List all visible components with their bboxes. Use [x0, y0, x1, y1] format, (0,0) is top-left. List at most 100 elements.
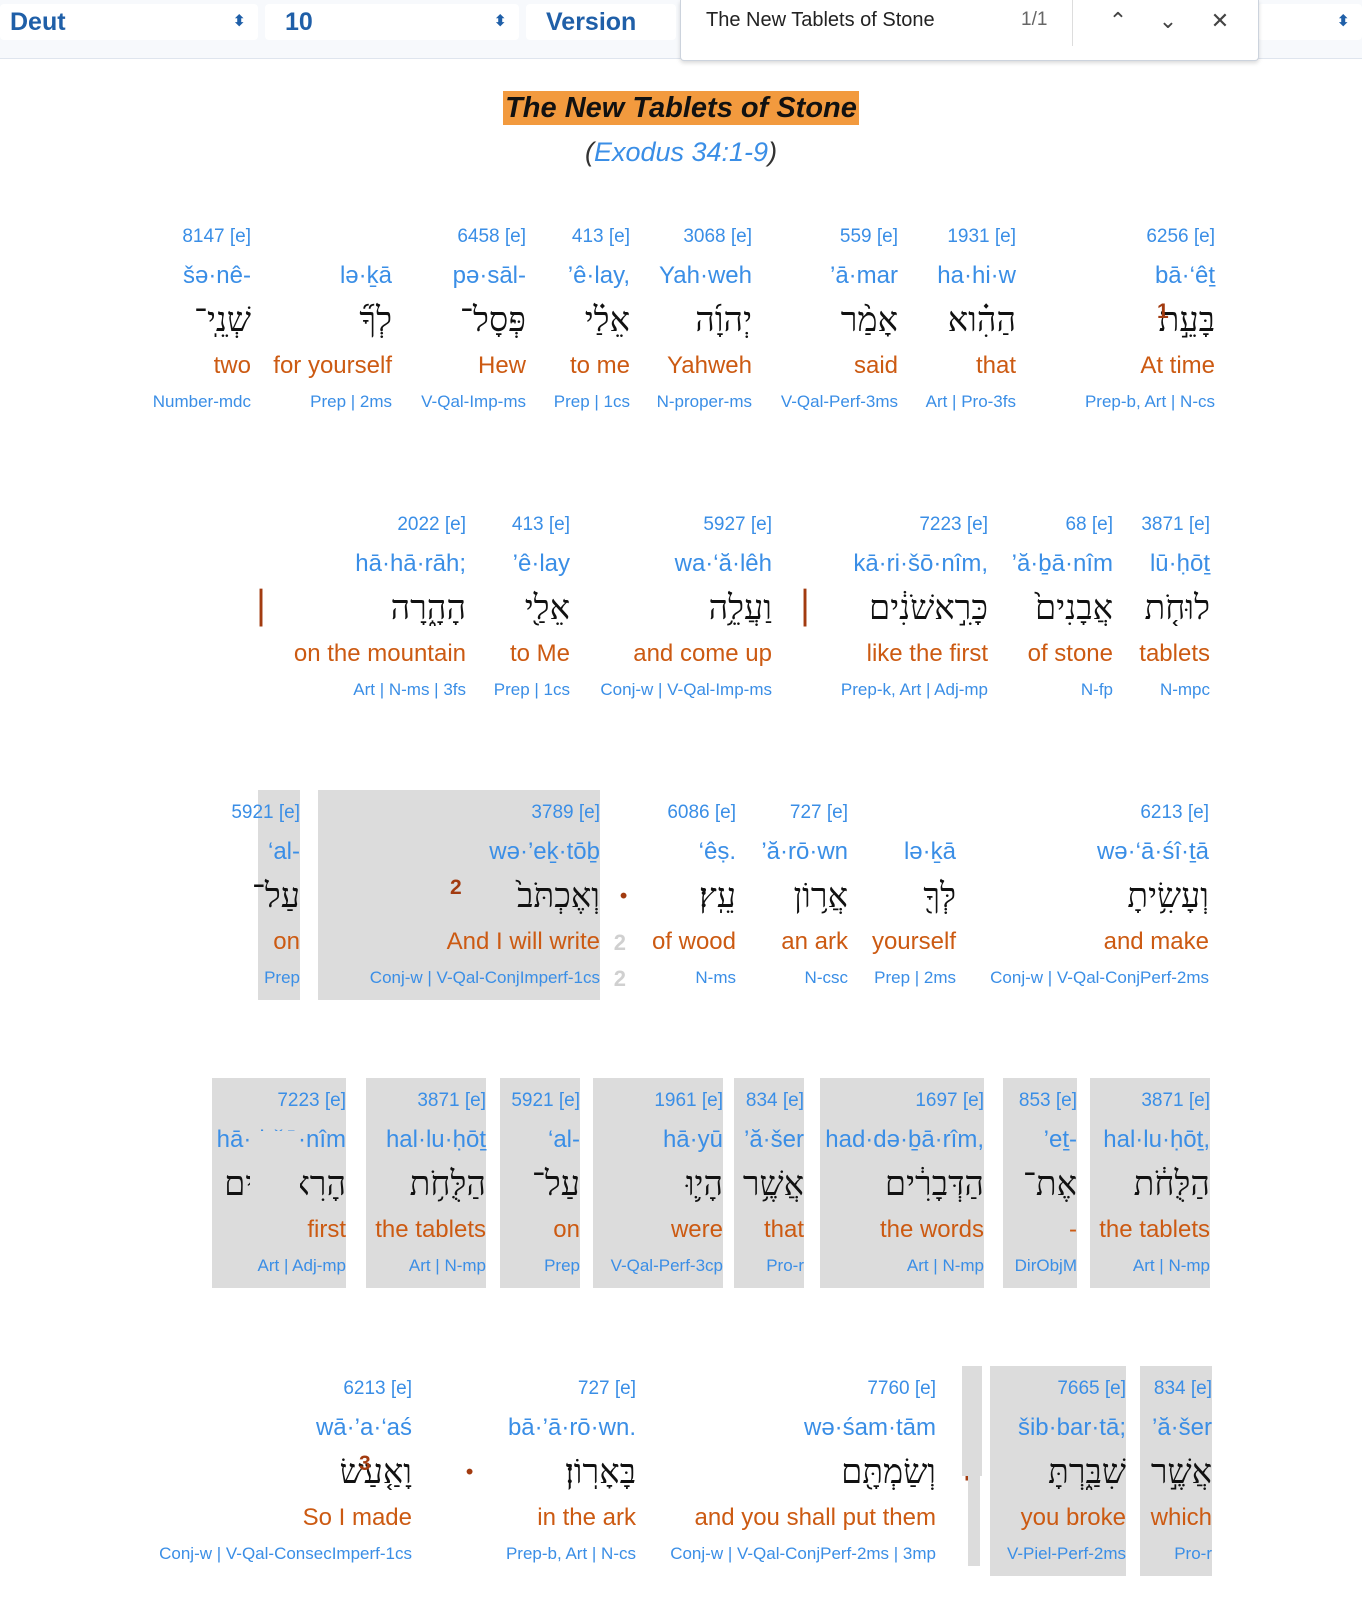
- strongs-number-link[interactable]: 853 [e]: [1018, 1090, 1077, 1111]
- parsing-link[interactable]: Conj-w | V-Qal-Imp-ms: [600, 680, 772, 699]
- transliteration[interactable]: ’ā·mar: [829, 262, 898, 289]
- parsing-link[interactable]: Prep-k, Art | Adj-mp: [840, 680, 988, 699]
- parsing-link[interactable]: Art | N-mp: [906, 1256, 984, 1275]
- strongs-number-link[interactable]: 2022 [e]: [397, 514, 466, 535]
- parsing-link[interactable]: V-Qal-Imp-ms: [421, 392, 526, 411]
- strongs-number-link[interactable]: 7760 [e]: [867, 1378, 936, 1399]
- strongs-number-link[interactable]: 6213 [e]: [343, 1378, 412, 1399]
- parsing-link[interactable]: Prep | 1cs: [493, 680, 570, 699]
- transliteration[interactable]: lə·ḵā: [339, 262, 392, 289]
- cross-reference-link[interactable]: Exodus 34:1-9: [593, 137, 769, 167]
- strongs-number-link[interactable]: 68 [e]: [1065, 514, 1113, 535]
- transliteration[interactable]: bā·’ā·rō·wn.: [507, 1414, 636, 1441]
- strongs-number-link[interactable]: 3789 [e]: [531, 802, 600, 823]
- transliteration[interactable]: wə·śam·tām: [803, 1414, 936, 1441]
- parsing-link[interactable]: Prep-b, Art | N-cs: [1084, 392, 1215, 411]
- parsing-link[interactable]: Conj-w | V-Qal-ConjImperf-1cs: [369, 968, 600, 987]
- parsing-link[interactable]: Conj-w | V-Qal-ConjPerf-2ms | 3mp: [670, 1544, 936, 1563]
- strongs-number-link[interactable]: 3068 [e]: [683, 226, 752, 247]
- parsing-link[interactable]: Art | Adj-mp: [257, 1256, 347, 1275]
- strongs-number-link[interactable]: 3871 [e]: [1141, 1090, 1210, 1111]
- strongs-number-link[interactable]: 1931 [e]: [947, 226, 1016, 247]
- transliteration[interactable]: ’ă·šer: [1151, 1414, 1212, 1441]
- strongs-number-link[interactable]: 7665 [e]: [1057, 1378, 1126, 1399]
- transliteration[interactable]: Yah·weh: [659, 262, 752, 289]
- transliteration[interactable]: kā·ri·šō·nîm,: [853, 550, 988, 577]
- transliteration[interactable]: had·də·ḇā·rîm,: [825, 1126, 984, 1153]
- close-icon[interactable]: ✕: [1210, 8, 1230, 33]
- strongs-number-link[interactable]: 3871 [e]: [417, 1090, 486, 1111]
- parsing-link[interactable]: Art | N-ms | 3fs: [353, 680, 466, 699]
- parsing-link[interactable]: N-mpc: [1159, 680, 1210, 699]
- strongs-number-link[interactable]: 559 [e]: [839, 226, 898, 247]
- strongs-number-link[interactable]: 5927 [e]: [703, 514, 772, 535]
- strongs-number-link[interactable]: 1697 [e]: [915, 1090, 984, 1111]
- transliteration[interactable]: ‘al-: [267, 838, 300, 865]
- transliteration[interactable]: hal·lu·ḥōṯ: [385, 1126, 486, 1153]
- parsing-link[interactable]: DirObjM: [1014, 1256, 1077, 1275]
- transliteration[interactable]: hā·hā·rāh;: [355, 550, 466, 577]
- parsing-link[interactable]: Prep | 1cs: [553, 392, 630, 411]
- parsing-link[interactable]: Art | Pro-3fs: [925, 392, 1016, 411]
- transliteration[interactable]: šə·nê-: [182, 262, 251, 289]
- parsing-link[interactable]: Prep-b, Art | N-cs: [505, 1544, 636, 1563]
- strongs-number-link[interactable]: 7223 [e]: [277, 1090, 346, 1111]
- strongs-number-link[interactable]: 6256 [e]: [1146, 226, 1215, 247]
- transliteration[interactable]: ‘êṣ.: [698, 838, 736, 865]
- parsing-link[interactable]: N-ms: [695, 968, 736, 987]
- transliteration[interactable]: ’ê·lay: [512, 550, 570, 577]
- strongs-number-link[interactable]: 413 [e]: [571, 226, 630, 247]
- parsing-link[interactable]: V-Piel-Perf-2ms: [1006, 1544, 1126, 1563]
- parsing-link[interactable]: Prep: [264, 968, 300, 987]
- strongs-number-link[interactable]: 7223 [e]: [919, 514, 988, 535]
- strongs-number-link[interactable]: 8147 [e]: [182, 226, 251, 247]
- parsing-link[interactable]: Art | N-mp: [408, 1256, 486, 1275]
- transliteration[interactable]: hal·lu·ḥōṯ,: [1103, 1126, 1210, 1153]
- transliteration[interactable]: ha·hi·w: [937, 262, 1016, 289]
- transliteration[interactable]: wa·‘ă·lêh: [674, 550, 772, 577]
- book-select[interactable]: Deut ⬍: [0, 4, 258, 40]
- transliteration[interactable]: pə·sāl-: [452, 262, 526, 289]
- parsing-link[interactable]: N-csc: [804, 968, 848, 987]
- transliteration[interactable]: lə·ḵā: [903, 838, 956, 865]
- parsing-link[interactable]: V-Qal-Perf-3cp: [610, 1256, 723, 1275]
- strongs-number-link[interactable]: 6086 [e]: [667, 802, 736, 823]
- transliteration[interactable]: lū·ḥōṯ: [1149, 550, 1210, 577]
- parsing-link[interactable]: N-fp: [1080, 680, 1113, 699]
- parsing-link[interactable]: N-proper-ms: [656, 392, 752, 411]
- transliteration[interactable]: hā·yū: [662, 1126, 723, 1153]
- parsing-link[interactable]: Conj-w | V-Qal-ConjPerf-2ms: [990, 968, 1209, 987]
- parsing-link[interactable]: Pro-r: [766, 1256, 804, 1275]
- transliteration[interactable]: ’eṯ-: [1043, 1126, 1077, 1153]
- parsing-link[interactable]: Prep | 2ms: [310, 392, 392, 411]
- strongs-number-link[interactable]: 834 [e]: [1153, 1378, 1212, 1399]
- strongs-number-link[interactable]: 727 [e]: [577, 1378, 636, 1399]
- parsing-link[interactable]: Conj-w | V-Qal-ConsecImperf-1cs: [159, 1544, 412, 1563]
- strongs-number-link[interactable]: 5921 [e]: [511, 1090, 580, 1111]
- chapter-select[interactable]: 10 ⬍: [265, 4, 519, 40]
- transliteration[interactable]: wə·’eḵ·tōḇ: [489, 838, 600, 865]
- strongs-number-link[interactable]: 727 [e]: [789, 802, 848, 823]
- strongs-number-link[interactable]: 1961 [e]: [654, 1090, 723, 1111]
- transliteration[interactable]: wə·‘ā·śî·ṯā: [1096, 838, 1209, 865]
- find-query[interactable]: The New Tablets of Stone: [706, 9, 935, 31]
- transliteration[interactable]: bā·‘êṯ: [1154, 262, 1215, 289]
- chevron-up-icon[interactable]: ⌃: [1108, 8, 1128, 33]
- parsing-link[interactable]: Prep: [544, 1256, 580, 1275]
- transliteration[interactable]: ’ă·ḇā·nîm: [1011, 550, 1113, 577]
- strongs-number-link[interactable]: 3871 [e]: [1141, 514, 1210, 535]
- parsing-link[interactable]: Prep | 2ms: [874, 968, 956, 987]
- version-select[interactable]: Version: [526, 4, 676, 40]
- transliteration[interactable]: ‘al-: [547, 1126, 580, 1153]
- parsing-link[interactable]: Art | N-mp: [1132, 1256, 1210, 1275]
- strongs-number-link[interactable]: 6213 [e]: [1140, 802, 1209, 823]
- transliteration[interactable]: ’ă·šer: [743, 1126, 804, 1153]
- strongs-number-link[interactable]: 5921 [e]: [231, 802, 300, 823]
- strongs-number-link[interactable]: 834 [e]: [745, 1090, 804, 1111]
- strongs-number-link[interactable]: 6458 [e]: [457, 226, 526, 247]
- right-select[interactable]: ⬍: [1258, 4, 1362, 40]
- transliteration[interactable]: wā·’a·‘aś: [315, 1414, 412, 1441]
- parsing-link[interactable]: Pro-r: [1174, 1544, 1212, 1563]
- transliteration[interactable]: šib·bar·tā;: [1017, 1414, 1126, 1441]
- chevron-down-icon[interactable]: ⌄: [1158, 8, 1178, 33]
